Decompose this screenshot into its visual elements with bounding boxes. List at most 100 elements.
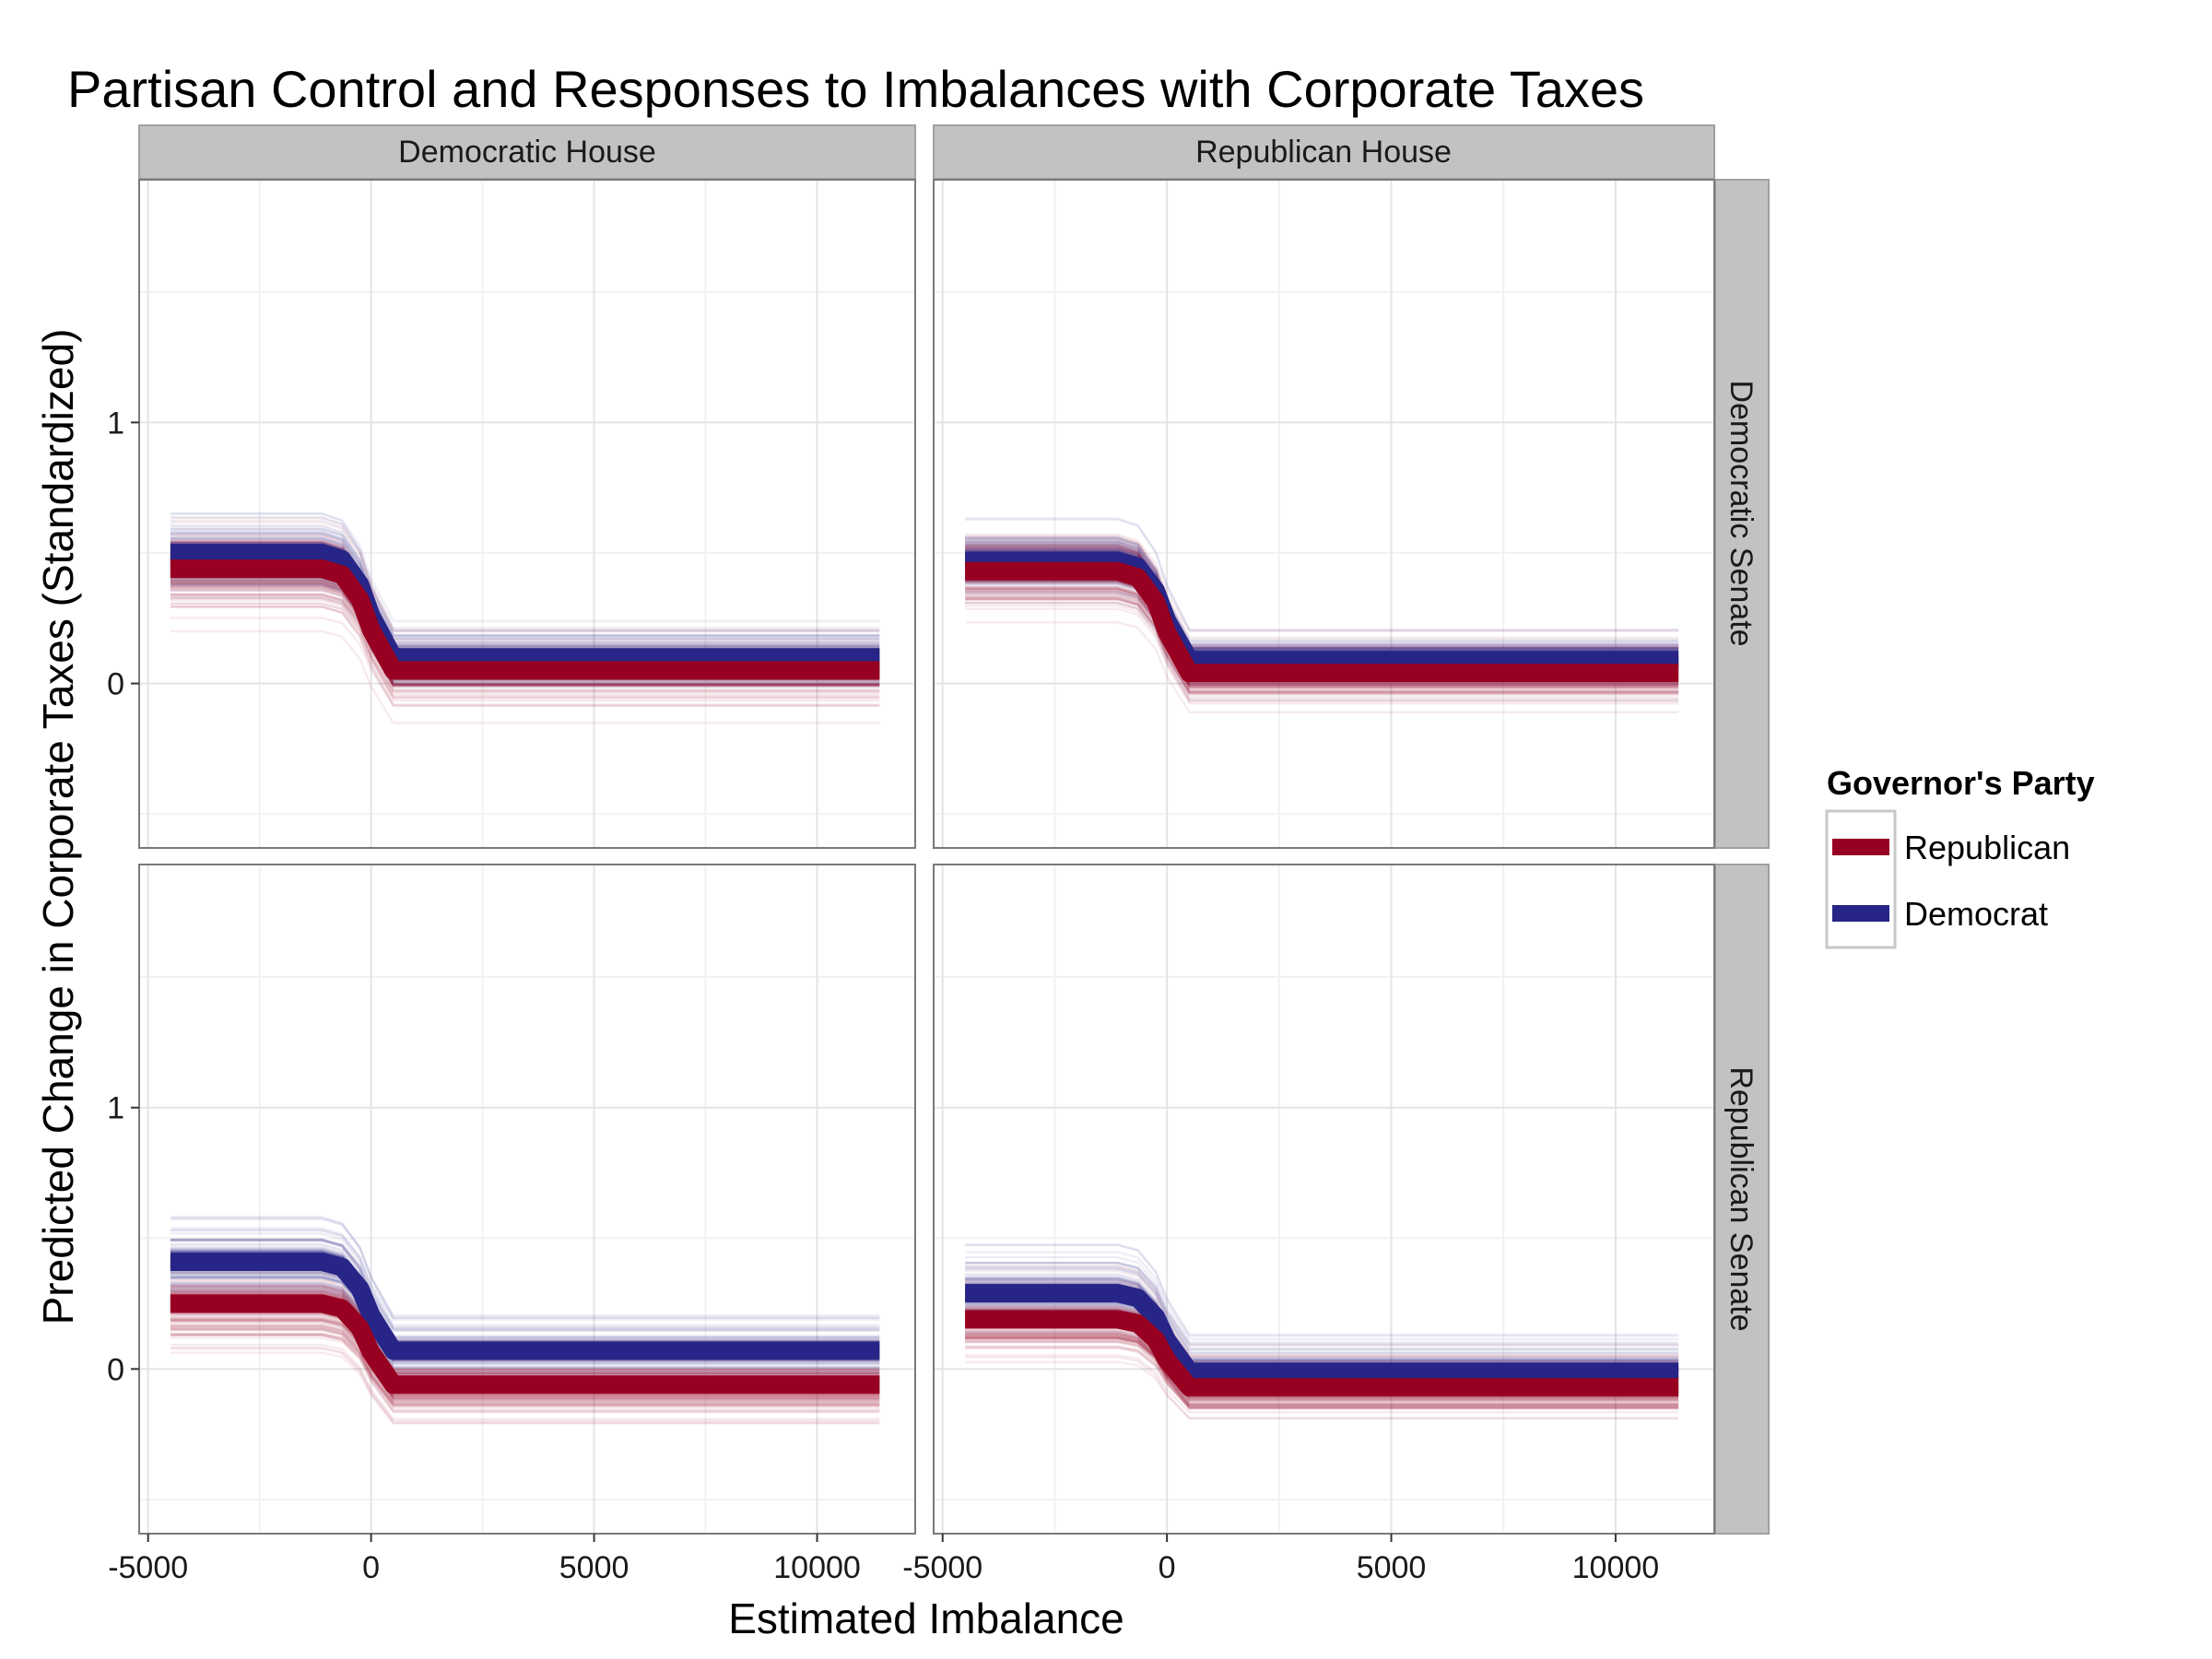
simulation-line — [965, 1262, 1679, 1351]
x-tick-label: 0 — [1159, 1550, 1176, 1585]
simulation-line — [965, 1345, 1679, 1409]
simulation-line — [965, 1265, 1679, 1347]
simulation-line — [170, 596, 880, 697]
panel-republican-house-republican-senate — [933, 864, 1715, 1535]
simulation-line — [170, 1326, 880, 1406]
simulation-lines — [170, 512, 880, 724]
x-axis-left: -5000 0 5000 10000 — [108, 1534, 861, 1585]
simulation-line — [965, 533, 1679, 632]
strip-label-republican-house: Republican House — [1195, 135, 1452, 170]
simulation-line — [965, 601, 1679, 702]
simulation-line — [965, 1256, 1679, 1346]
simulation-line — [170, 602, 880, 694]
simulation-line — [170, 1289, 880, 1370]
x-tick-label: 5000 — [559, 1550, 629, 1585]
x-axis-title: Estimated Imbalance — [728, 1594, 1124, 1642]
y-tick-label: 1 — [107, 1091, 124, 1126]
simulation-line — [170, 1343, 880, 1420]
simulation-line — [965, 605, 1679, 702]
x-tick-label: 0 — [362, 1550, 380, 1585]
simulation-line — [170, 1327, 880, 1406]
simulation-line — [170, 1218, 880, 1317]
x-tick-label: 5000 — [1357, 1550, 1427, 1585]
simulation-line — [170, 1238, 880, 1332]
simulation-line — [170, 512, 880, 638]
mean-line-democrat — [170, 1253, 880, 1360]
simulation-line — [965, 1340, 1679, 1409]
strip-row-1 — [1714, 864, 1770, 1535]
x-tick-label: -5000 — [108, 1550, 188, 1585]
simulation-line — [170, 1239, 880, 1331]
panel-republican-house-democratic-senate — [933, 179, 1715, 849]
simulation-line — [965, 1261, 1679, 1347]
simulation-line — [170, 599, 880, 699]
strip-label-democratic-senate: Democratic Senate — [1724, 380, 1759, 646]
y-tick-label: 1 — [107, 406, 124, 441]
simulation-line — [965, 536, 1679, 641]
panel-border — [138, 864, 916, 1535]
simulation-line — [170, 605, 880, 707]
mean-line-democrat — [965, 1284, 1679, 1382]
simulation-line — [965, 621, 1679, 714]
simulation-line — [965, 518, 1679, 631]
simulation-line — [170, 516, 880, 631]
mean-line-republican — [170, 559, 880, 680]
panel-democratic-house-republican-senate — [138, 864, 916, 1535]
panel-democratic-house-democratic-senate — [138, 179, 916, 849]
simulation-line — [170, 1232, 880, 1329]
simulation-line — [170, 1334, 880, 1414]
simulation-line — [170, 1347, 880, 1424]
simulation-line — [170, 1351, 880, 1425]
simulation-line — [170, 1216, 880, 1319]
mean-line-republican — [965, 1310, 1679, 1397]
strip-label-republican-senate: Republican Senate — [1724, 1066, 1759, 1331]
simulation-line — [170, 527, 880, 637]
simulation-line — [965, 1354, 1679, 1414]
simulation-line — [170, 1332, 880, 1404]
simulation-line — [170, 1229, 880, 1321]
simulation-line — [170, 516, 880, 629]
simulation-line — [170, 527, 880, 632]
simulation-line — [965, 535, 1679, 639]
x-axis-right: -5000 0 5000 10000 — [902, 1534, 1659, 1585]
strip-col-1 — [933, 124, 1715, 180]
x-tick-label: 10000 — [773, 1550, 861, 1585]
simulation-line — [965, 1265, 1679, 1354]
simulation-line — [965, 607, 1679, 705]
panel-background — [934, 865, 1714, 1534]
simulation-line — [965, 1262, 1679, 1344]
legend-key-frame — [1825, 809, 1897, 949]
mean-line-republican — [170, 1294, 880, 1394]
y-tick-label: 0 — [107, 1352, 124, 1387]
legend-label-republican: Republican — [1904, 829, 2070, 866]
simulation-line — [965, 1243, 1679, 1337]
strip-col-0 — [138, 124, 916, 180]
strip-row-0 — [1714, 179, 1770, 849]
simulation-line — [170, 1336, 880, 1407]
panel-border — [933, 179, 1715, 849]
simulation-line — [965, 517, 1679, 632]
simulation-line — [170, 521, 880, 633]
simulation-line — [170, 512, 880, 623]
panel-border — [138, 179, 916, 849]
simulation-line — [965, 1243, 1679, 1336]
simulation-line — [965, 1360, 1679, 1419]
simulation-line — [170, 1217, 880, 1319]
y-axis-title: Predicted Change in Corporate Taxes (Sta… — [34, 329, 82, 1325]
x-tick-label: -5000 — [902, 1550, 982, 1585]
strip-label-democratic-house: Democratic House — [398, 135, 656, 170]
simulation-line — [170, 533, 880, 637]
simulation-line — [170, 1347, 880, 1423]
panel-border — [933, 864, 1715, 1535]
panel-background — [139, 865, 915, 1534]
legend-label-democrat: Democrat — [1904, 895, 2048, 933]
simulation-line — [170, 629, 880, 724]
y-axis-bottom: 01 — [107, 1091, 139, 1387]
simulation-line — [965, 1347, 1679, 1409]
simulation-line — [170, 606, 880, 708]
simulation-line — [170, 602, 880, 699]
simulation-line — [170, 1327, 880, 1412]
simulation-line — [170, 1334, 880, 1407]
simulation-line — [170, 519, 880, 632]
